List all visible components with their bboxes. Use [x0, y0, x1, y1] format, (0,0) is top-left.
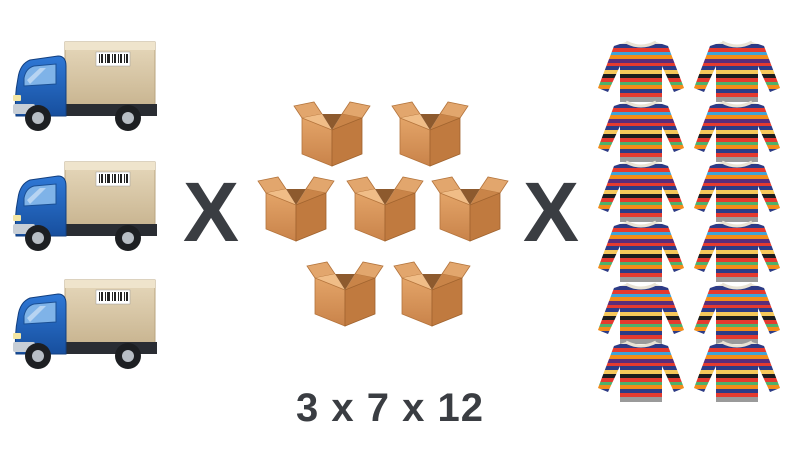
cardboard-box-icon: [430, 175, 510, 243]
multiplication-sign: X: [183, 165, 240, 259]
delivery-truck-icon: [10, 160, 160, 255]
cardboard-box-icon: [390, 100, 470, 168]
delivery-truck-icon: [10, 278, 160, 373]
multiplication-sign: X: [523, 165, 580, 259]
cardboard-box-icon: [305, 260, 385, 328]
cardboard-box-icon: [345, 175, 425, 243]
cardboard-box-icon: [256, 175, 336, 243]
equation-text: 3 x 7 x 12: [296, 386, 484, 430]
striped-sweater-icon: [692, 216, 782, 286]
delivery-truck-icon: [10, 40, 160, 135]
striped-sweater-icon: [596, 216, 686, 286]
cardboard-box-icon: [392, 260, 472, 328]
cardboard-box-icon: [292, 100, 372, 168]
